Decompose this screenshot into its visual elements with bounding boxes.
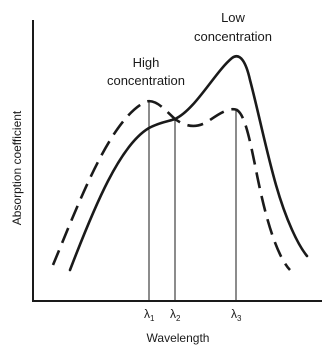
y-axis-label: Absorption coefficient xyxy=(10,110,24,225)
low-label-line1: Low xyxy=(221,10,245,25)
lambda1-subscript: 1 xyxy=(150,314,155,323)
x-axis-label: Wavelength xyxy=(147,331,210,345)
lambda3-symbol: λ xyxy=(231,307,237,321)
lambda2-symbol: λ xyxy=(170,307,176,321)
low-label-line2: concentration xyxy=(194,29,272,44)
lambda3-subscript: 3 xyxy=(237,314,242,323)
high-concentration-curve xyxy=(51,99,291,271)
lambda2-subscript: 2 xyxy=(176,314,181,323)
low-concentration-curve xyxy=(68,55,309,272)
lambda2-label: λ2 xyxy=(170,307,181,323)
high-label-line2: concentration xyxy=(107,73,185,88)
high-label-line1: High xyxy=(133,55,160,70)
lambda1-symbol: λ xyxy=(144,307,150,321)
lambda3-label: λ3 xyxy=(231,307,242,323)
lambda1-label: λ1 xyxy=(144,307,155,323)
